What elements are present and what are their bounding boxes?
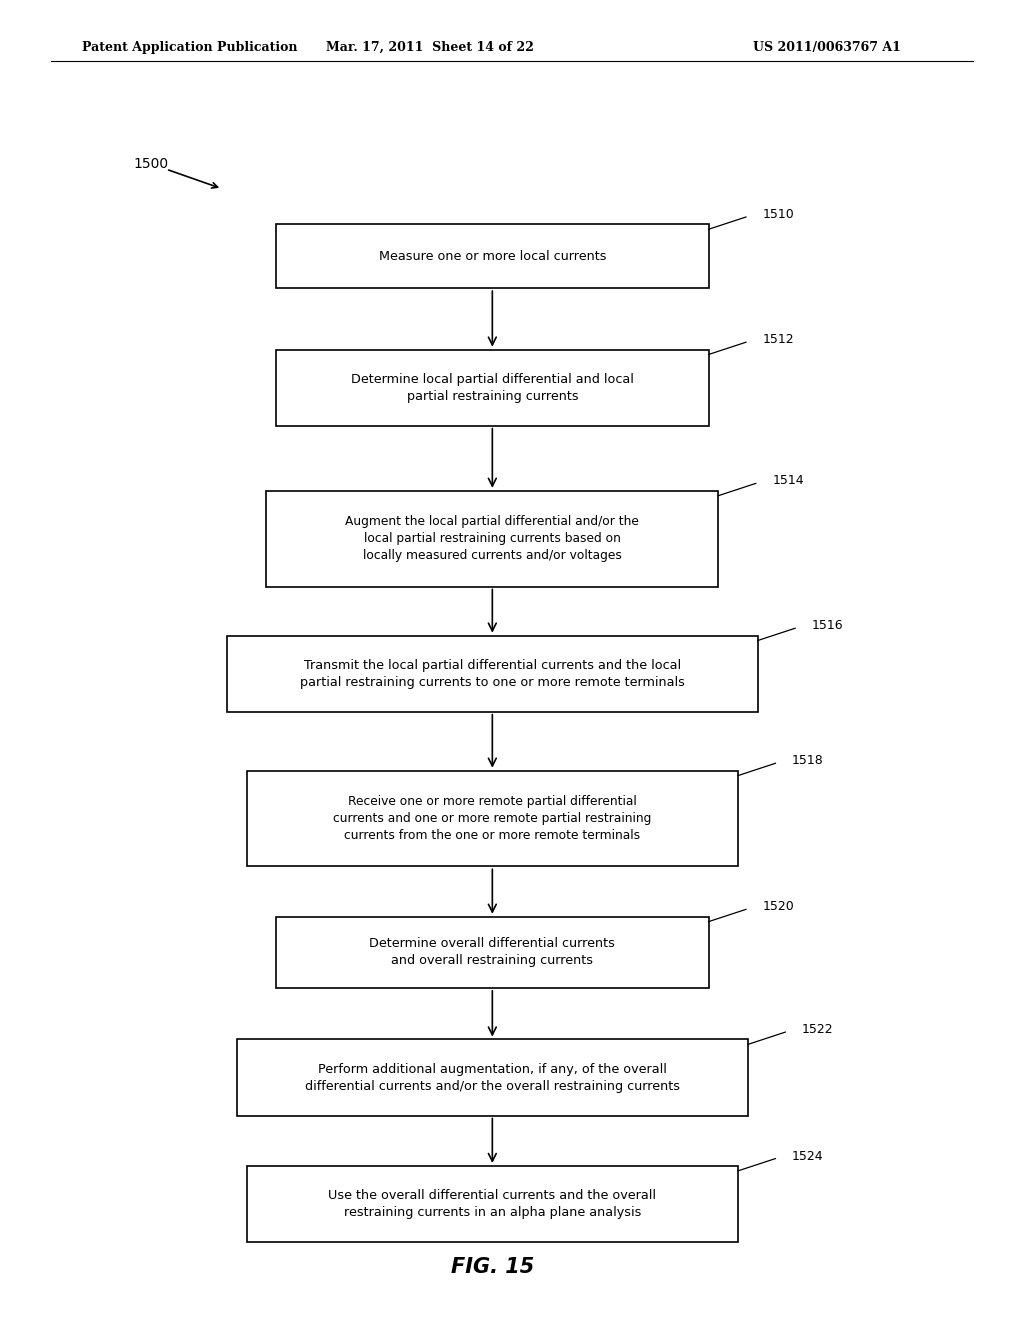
Text: 1516: 1516	[812, 619, 844, 632]
Text: Measure one or more local currents: Measure one or more local currents	[379, 249, 606, 263]
Text: Patent Application Publication: Patent Application Publication	[82, 41, 297, 54]
Text: Determine overall differential currents
and overall restraining currents: Determine overall differential currents …	[370, 937, 615, 968]
FancyBboxPatch shape	[276, 224, 709, 288]
Text: Transmit the local partial differential currents and the local
partial restraini: Transmit the local partial differential …	[300, 659, 685, 689]
Text: FIG. 15: FIG. 15	[451, 1257, 534, 1276]
Text: 1514: 1514	[772, 474, 804, 487]
Text: 1520: 1520	[763, 900, 795, 913]
Text: Receive one or more remote partial differential
currents and one or more remote : Receive one or more remote partial diffe…	[333, 795, 651, 842]
Text: Mar. 17, 2011  Sheet 14 of 22: Mar. 17, 2011 Sheet 14 of 22	[326, 41, 535, 54]
FancyBboxPatch shape	[266, 491, 719, 586]
FancyBboxPatch shape	[247, 771, 738, 866]
FancyBboxPatch shape	[276, 350, 709, 425]
FancyBboxPatch shape	[247, 1166, 738, 1242]
Text: Determine local partial differential and local
partial restraining currents: Determine local partial differential and…	[351, 372, 634, 403]
Text: 1512: 1512	[763, 333, 795, 346]
Text: Perform additional augmentation, if any, of the overall
differential currents an: Perform additional augmentation, if any,…	[305, 1063, 680, 1093]
FancyBboxPatch shape	[237, 1039, 748, 1115]
Text: 1524: 1524	[793, 1150, 823, 1163]
FancyBboxPatch shape	[227, 636, 758, 711]
FancyBboxPatch shape	[276, 916, 709, 987]
Text: Augment the local partial differential and/or the
local partial restraining curr: Augment the local partial differential a…	[345, 515, 639, 562]
Text: Use the overall differential currents and the overall
restraining currents in an: Use the overall differential currents an…	[329, 1189, 656, 1218]
Text: 1522: 1522	[802, 1023, 834, 1036]
Text: 1500: 1500	[133, 157, 169, 172]
Text: US 2011/0063767 A1: US 2011/0063767 A1	[754, 41, 901, 54]
Text: 1510: 1510	[763, 209, 795, 220]
Text: 1518: 1518	[793, 754, 824, 767]
